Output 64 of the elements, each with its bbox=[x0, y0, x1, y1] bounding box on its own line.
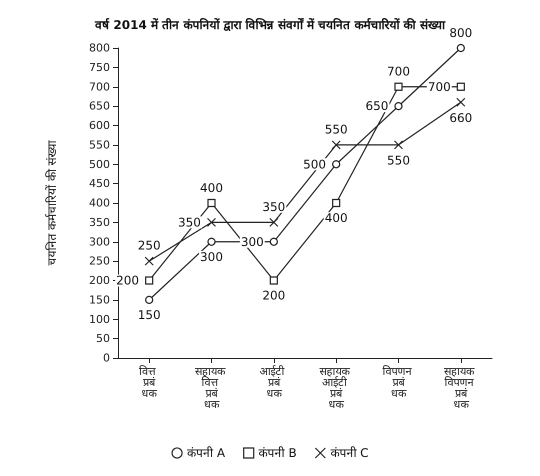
x-tick-label: सहायक विपणन प्रबंधक bbox=[444, 365, 478, 411]
data-label: 200 bbox=[262, 288, 286, 303]
legend-label: कंपनी A bbox=[187, 446, 226, 460]
data-label: 700 bbox=[387, 64, 410, 79]
data-label: 400 bbox=[324, 211, 348, 226]
y-tick-label: 350 bbox=[89, 216, 110, 229]
data-label: 300 bbox=[200, 250, 223, 264]
point bbox=[456, 98, 466, 107]
y-tick-label: 450 bbox=[89, 177, 110, 190]
point bbox=[332, 160, 340, 168]
data-label: 650 bbox=[365, 99, 388, 114]
y-tick-label: 0 bbox=[103, 352, 110, 364]
y-tick-label: 200 bbox=[89, 274, 110, 287]
point bbox=[206, 218, 216, 227]
x-tick-label: सहायक आईटी प्रबंधक bbox=[319, 365, 353, 411]
y-tick-label: 550 bbox=[89, 138, 110, 152]
x-tick-label: सहायक वित्त प्रबंधक bbox=[194, 365, 228, 411]
data-label: 800 bbox=[449, 26, 472, 40]
y-tick-label: 400 bbox=[89, 196, 110, 210]
point bbox=[456, 44, 465, 52]
data-label: 250 bbox=[138, 238, 161, 253]
point bbox=[144, 256, 154, 266]
data-label: 150 bbox=[138, 308, 161, 322]
point bbox=[145, 296, 154, 304]
point bbox=[207, 198, 216, 208]
point bbox=[332, 198, 340, 208]
data-label: 660 bbox=[449, 110, 472, 125]
y-tick-label: 800 bbox=[89, 42, 110, 54]
y-tick-label: 500 bbox=[89, 158, 110, 171]
data-label: 550 bbox=[387, 153, 410, 168]
point bbox=[145, 276, 154, 285]
point bbox=[394, 82, 403, 91]
point bbox=[456, 82, 465, 91]
y-tick-label: 600 bbox=[89, 119, 110, 132]
point bbox=[207, 238, 216, 246]
data-label: 500 bbox=[303, 157, 326, 172]
data-label: 700 bbox=[428, 80, 451, 94]
y-tick-label: 300 bbox=[89, 235, 110, 248]
point bbox=[270, 238, 278, 246]
point bbox=[270, 276, 278, 285]
data-label: 350 bbox=[178, 215, 201, 230]
y-tick-label: 650 bbox=[89, 100, 110, 113]
y-tick-label: 700 bbox=[89, 80, 110, 94]
y-axis-title: चयनित कर्मचारियों की संख्या bbox=[45, 139, 59, 266]
point bbox=[394, 102, 403, 110]
legend-label: कंपनी B bbox=[258, 446, 297, 460]
x-tick-label: वित्त प्रबंधक bbox=[138, 365, 160, 400]
y-tick-label: 750 bbox=[89, 60, 110, 74]
point bbox=[269, 218, 278, 227]
data-label: 550 bbox=[324, 122, 348, 136]
data-label: 400 bbox=[200, 180, 223, 195]
data-label: 350 bbox=[262, 200, 286, 214]
legend-label: कंपनी C bbox=[330, 446, 369, 460]
y-tick-label: 250 bbox=[89, 254, 110, 268]
point bbox=[394, 140, 404, 150]
x-tick-label: विपणन प्रबंधक bbox=[382, 365, 415, 400]
point bbox=[332, 140, 341, 150]
x-tick-label: आईटी प्रबंधक bbox=[260, 365, 288, 400]
y-tick-label: 50 bbox=[96, 332, 110, 346]
y-tick-label: 150 bbox=[89, 293, 110, 306]
data-label: 300 bbox=[240, 234, 264, 249]
data-label: 200 bbox=[116, 274, 140, 288]
y-tick-label: 100 bbox=[89, 312, 110, 326]
chart-title: वर्ष 2014 में तीन कंपनियों द्वारा विभिन्न संवर्गों में चयनित कर्मचारियों की संख्या bbox=[94, 18, 446, 32]
